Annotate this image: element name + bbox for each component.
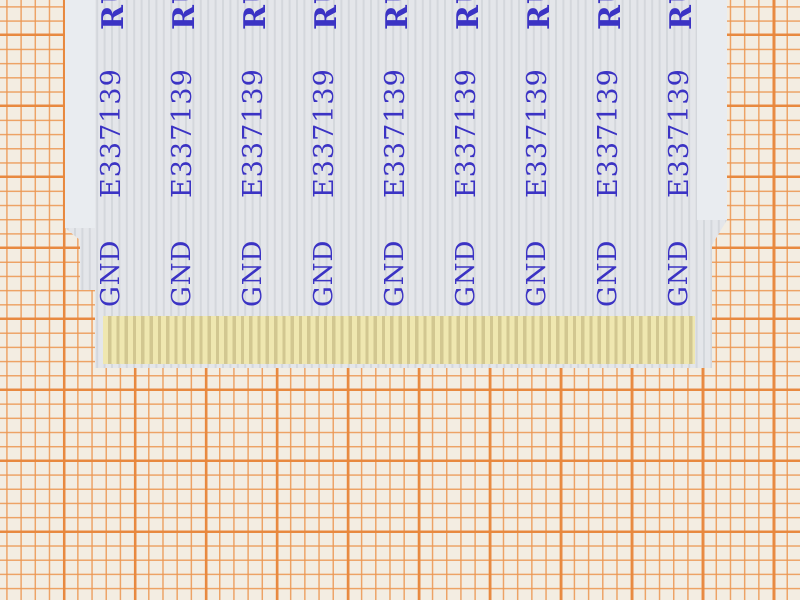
cable-body [65,0,727,368]
ul-logo-mark: RU [380,0,415,30]
gnd-label: GND [309,239,339,307]
gnd-label: GND [167,239,197,307]
cable-edge-left [65,0,95,228]
ul-logo-mark: RU [167,0,202,30]
part-number-label: E337139 [522,68,553,198]
gnd-label: GND [238,239,268,307]
part-number-label: E337139 [96,68,127,198]
gnd-label: GND [96,239,126,307]
part-number-label: E337139 [664,68,695,198]
gold-contacts [103,316,695,364]
part-number-label: E337139 [451,68,482,198]
gnd-label: GND [664,239,694,307]
ul-logo-mark: RU [593,0,628,30]
cable-edge-right [697,0,727,220]
part-number-label: E337139 [309,68,340,198]
ul-logo-mark: RU [238,0,273,30]
part-number-label: E337139 [167,68,198,198]
gnd-label: GND [451,239,481,307]
gnd-label: GND [593,239,623,307]
ul-logo-mark: RU [451,0,486,30]
ul-logo-mark: RU [664,0,699,30]
ul-logo-mark: RU [96,0,131,30]
gnd-label: GND [522,239,552,307]
ul-logo-mark: RU [522,0,557,30]
part-number-label: E337139 [593,68,624,198]
part-number-label: E337139 [238,68,269,198]
ul-logo-mark: RU [309,0,344,30]
gnd-label: GND [380,239,410,307]
part-number-label: E337139 [380,68,411,198]
